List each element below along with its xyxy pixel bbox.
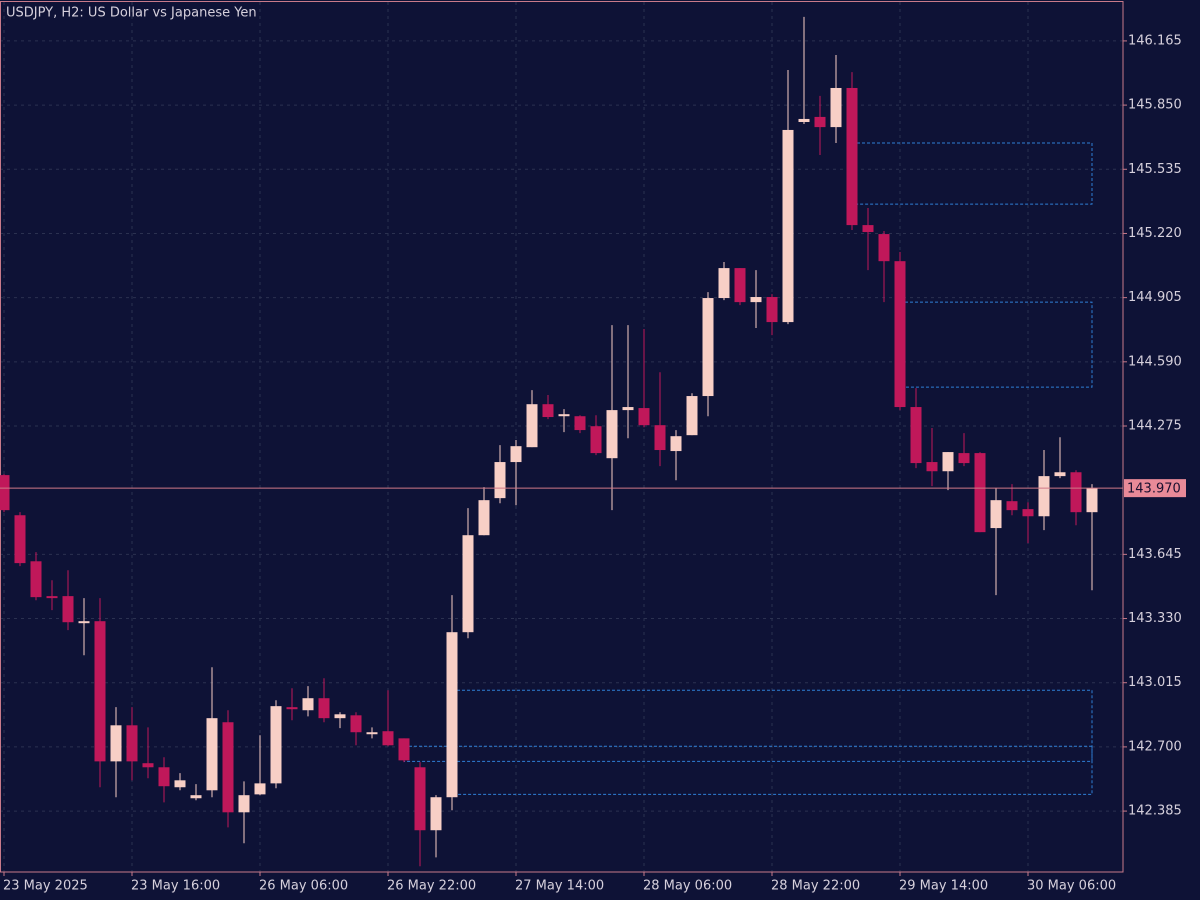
candle-body (270, 706, 282, 784)
candle-body (0, 475, 10, 511)
y-tick-label: 142.700 (1128, 739, 1182, 754)
candle-body (878, 234, 890, 262)
candle-body (350, 715, 362, 733)
candle-body (670, 436, 682, 452)
candle-body (926, 462, 938, 472)
candle-body (910, 407, 922, 464)
candle-body (766, 297, 778, 323)
candle-body (686, 396, 698, 436)
candle-body (94, 621, 106, 762)
y-tick-label: 145.220 (1128, 226, 1182, 241)
candle-body (174, 780, 186, 788)
candle-body (398, 738, 410, 761)
candle-body (366, 732, 378, 735)
candle-body (702, 298, 714, 397)
candle-body (1086, 488, 1098, 513)
y-tick-label: 145.535 (1128, 162, 1182, 177)
y-tick-label: 143.330 (1128, 611, 1182, 626)
candle-body (990, 500, 1002, 529)
x-tick-label: 26 May 22:00 (387, 879, 476, 894)
candle-body (62, 596, 74, 623)
candle-body (1054, 472, 1066, 477)
candle-body (494, 462, 506, 499)
x-tick-label: 23 May 16:00 (131, 879, 220, 894)
y-tick-label: 146.165 (1128, 33, 1182, 48)
x-tick-label: 30 May 06:00 (1027, 879, 1116, 894)
candle-body (862, 225, 874, 233)
y-tick-label: 144.275 (1128, 418, 1182, 433)
candle-body (430, 797, 442, 831)
candle-body (542, 404, 554, 418)
y-tick-label: 145.850 (1128, 98, 1182, 113)
candle-body (814, 116, 826, 128)
candle-body (846, 87, 858, 226)
candle-body (142, 763, 154, 768)
y-tick-label: 144.590 (1128, 354, 1182, 369)
candle-body (334, 714, 346, 719)
candle-body (606, 410, 618, 459)
candle-body (782, 129, 794, 323)
candle-body (254, 783, 266, 795)
candle-body (510, 446, 522, 463)
zone (403, 745, 1093, 762)
candle-body (478, 500, 490, 536)
candle-body (798, 118, 810, 123)
candle-body (30, 561, 42, 598)
candle-body (526, 404, 538, 448)
y-tick-label: 142.385 (1128, 804, 1182, 819)
candle-body (46, 596, 58, 599)
candle-body (190, 795, 202, 799)
candle-body (238, 795, 250, 813)
candle-body (622, 407, 634, 411)
y-tick-label: 144.905 (1128, 290, 1182, 305)
candle-body (206, 718, 218, 791)
candle-body (286, 707, 298, 710)
x-tick-label: 26 May 06:00 (259, 879, 348, 894)
last-price-tag (1124, 479, 1186, 498)
chart-title: USDJPY, H2: US Dollar vs Japanese Yen (6, 6, 257, 21)
candle-body (830, 87, 842, 128)
candle-body (1022, 509, 1034, 517)
candle-body (574, 416, 586, 431)
candle-body (958, 453, 970, 464)
candle-body (110, 725, 122, 762)
candle-body (446, 632, 458, 798)
candle-body (558, 414, 570, 417)
candle-body (158, 767, 170, 787)
candle-body (734, 268, 746, 303)
y-tick-label: 143.645 (1128, 547, 1182, 562)
candle-body (942, 452, 954, 472)
candle-body (414, 767, 426, 831)
candle-body (1070, 472, 1082, 513)
candle-body (1038, 476, 1050, 517)
candle-body (654, 425, 666, 451)
candle-body (318, 698, 330, 719)
candle-body (638, 408, 650, 426)
candle-body (222, 722, 234, 813)
x-tick-label: 28 May 06:00 (643, 879, 732, 894)
x-tick-label: 28 May 22:00 (771, 879, 860, 894)
candle-body (590, 426, 602, 454)
plot-frame (0, 1, 1124, 873)
y-tick-label: 143.015 (1128, 675, 1182, 690)
candle-body (78, 621, 90, 624)
candle-body (894, 261, 906, 408)
candle-body (382, 731, 394, 746)
candle-body (126, 725, 138, 762)
candle-body (750, 297, 762, 303)
candle-body (1006, 501, 1018, 511)
candle-body (14, 515, 26, 564)
x-tick-label: 23 May 2025 (3, 879, 88, 894)
last-price-label: 143.970 (1127, 482, 1181, 497)
x-tick-label: 29 May 14:00 (899, 879, 988, 894)
x-tick-label: 27 May 14:00 (515, 879, 604, 894)
candle-body (462, 535, 474, 633)
candle-body (302, 698, 314, 711)
candle-body (974, 453, 986, 533)
candle-body (718, 268, 730, 299)
